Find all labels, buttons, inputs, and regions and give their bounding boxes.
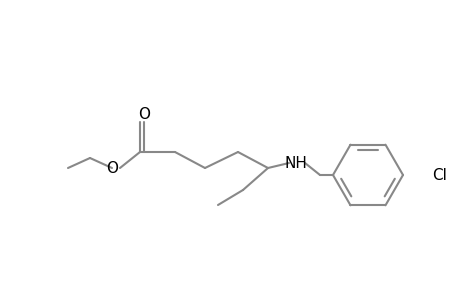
Text: O: O [138,106,150,122]
Text: O: O [106,160,118,175]
Text: NH: NH [284,155,307,170]
Text: Cl: Cl [431,167,447,182]
